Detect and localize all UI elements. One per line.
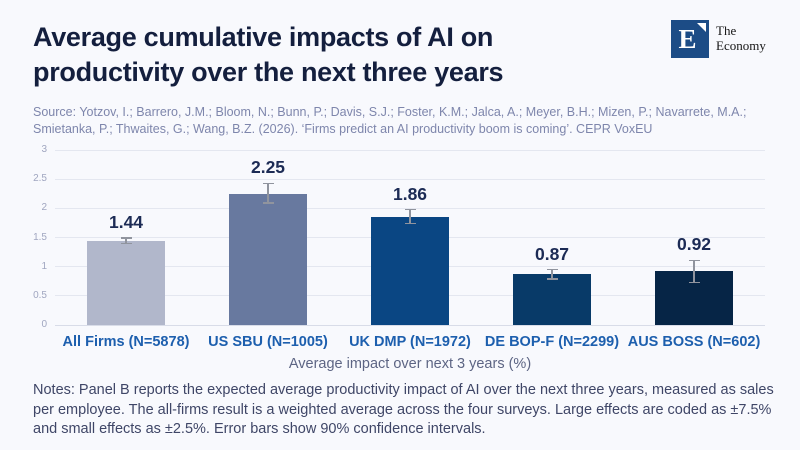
y-tick-label: 1 <box>41 260 47 272</box>
logo-wordmark-line2: Economy <box>716 38 766 53</box>
gridline <box>55 207 765 209</box>
bar <box>87 241 165 325</box>
gridline <box>55 324 765 326</box>
bar-value-label: 1.86 <box>392 183 428 204</box>
y-tick-label: 2.5 <box>33 173 47 185</box>
y-tick-label: 0.5 <box>33 289 47 301</box>
error-bar-cap <box>404 208 416 211</box>
category-label: DE BOP-F (N=2299) <box>484 334 620 350</box>
gridline <box>55 149 765 151</box>
gridline <box>55 178 765 180</box>
error-bar-cap <box>262 182 274 184</box>
notes-text: Notes: Panel B reports the expected aver… <box>33 382 774 437</box>
bar-value-label: 2.25 <box>250 157 286 178</box>
error-bar-cap <box>404 222 416 225</box>
source-citation: Source: Yotzov, I.; Barrero, J.M.; Bloom… <box>33 105 747 136</box>
y-tick-label: 0 <box>41 319 47 330</box>
error-bar-cap <box>546 268 558 271</box>
x-axis-title: Average impact over next 3 years (%) <box>288 356 532 372</box>
bar <box>371 216 449 325</box>
error-bar <box>693 260 695 283</box>
bar-chart-plot-area: 0 0.5 1 1.5 2 2.5 3 1.44 2.25 1.86 0.87 0.92 <box>33 144 765 330</box>
category-label: US SBU (N=1005) <box>208 334 328 350</box>
category-label: All Firms (N=5878) <box>62 334 190 350</box>
category-axis-labels: All Firms (N=5878) US SBU (N=1005) UK DMP … <box>55 334 765 350</box>
error-bar <box>125 238 127 244</box>
publisher-logo: E The Economy <box>671 20 766 58</box>
error-bar-cap <box>120 237 132 239</box>
logo-letter: E <box>678 24 697 54</box>
logo-e-box: E <box>671 20 709 58</box>
error-bar <box>551 269 553 279</box>
y-tick-label: 2 <box>41 202 47 214</box>
error-bar <box>409 209 411 224</box>
logo-quote-mark-icon <box>697 23 706 32</box>
category-label: AUS BOSS (N=602) <box>627 334 761 350</box>
error-bar-cap <box>120 242 132 245</box>
error-bar-cap <box>688 281 700 284</box>
y-tick-label: 3 <box>41 144 47 155</box>
error-bar-cap <box>546 278 558 280</box>
bar-value-label: 1.44 <box>108 212 144 233</box>
bar-value-label: 0.92 <box>676 234 712 255</box>
error-bar <box>267 183 269 204</box>
y-tick-label: 1.5 <box>33 231 47 243</box>
category-label: UK DMP (N=1972) <box>349 334 471 350</box>
logo-wordmark: The Economy <box>716 20 766 53</box>
error-bar-cap <box>688 259 700 261</box>
bar-value-label: 0.87 <box>534 243 570 264</box>
page-title: Average cumulative impacts of AI on prod… <box>33 22 504 87</box>
bar <box>229 193 307 325</box>
error-bar-cap <box>262 202 274 204</box>
bar <box>513 274 591 325</box>
logo-wordmark-line1: The <box>716 23 737 38</box>
